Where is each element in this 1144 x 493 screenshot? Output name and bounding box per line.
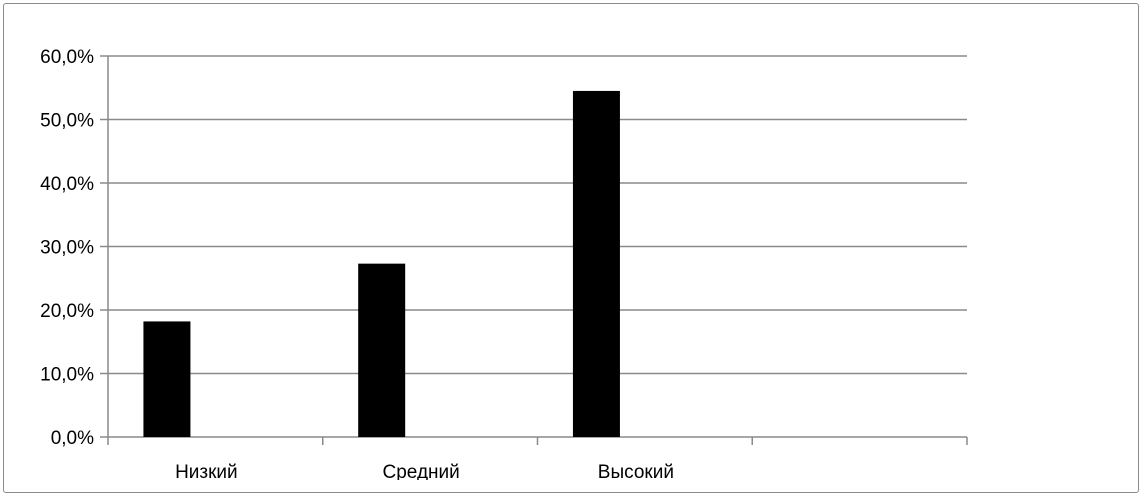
bar bbox=[358, 263, 406, 437]
y-tick-label: 0,0% bbox=[51, 428, 94, 449]
y-tick-labels: 0,0% 10,0% 20,0% 30,0% 40,0% 50,0% 60,0% bbox=[40, 47, 94, 449]
y-tick-label: 10,0% bbox=[40, 365, 94, 386]
x-tick-label: Высокий bbox=[598, 462, 674, 480]
y-tick-label: 60,0% bbox=[40, 47, 94, 68]
bar bbox=[572, 90, 620, 438]
x-tick-label: Низкий bbox=[175, 462, 238, 480]
bar-chart: 0,0% 10,0% 20,0% 30,0% 40,0% 50,0% 60,0% Низки… bbox=[40, 47, 968, 480]
axes bbox=[100, 55, 968, 445]
gridlines bbox=[108, 55, 967, 375]
chart-frame bbox=[3, 3, 1139, 493]
y-tick-label: 30,0% bbox=[40, 238, 94, 259]
x-tick-label: Средний bbox=[383, 462, 460, 480]
y-tick-label: 50,0% bbox=[40, 111, 94, 132]
y-tick-label: 20,0% bbox=[40, 301, 94, 322]
bars bbox=[143, 90, 620, 438]
bar bbox=[143, 321, 191, 437]
y-tick-label: 40,0% bbox=[40, 174, 94, 195]
x-tick-labels: Низкий Средний Высокий bbox=[175, 462, 674, 480]
